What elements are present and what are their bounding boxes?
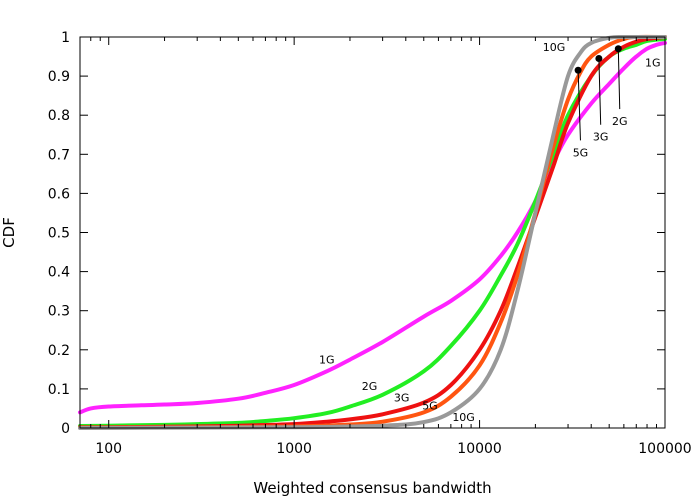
leader-line [577, 70, 581, 141]
curve-label: 5G [573, 146, 589, 159]
curve-label: 1G [319, 354, 335, 367]
y-tick-label: 0.4 [48, 265, 70, 281]
y-tick-label: 1 [61, 30, 70, 46]
series-line-1g [78, 40, 667, 415]
curve-label: 5G [422, 399, 438, 412]
y-tick-label: 0.7 [48, 147, 70, 163]
curve-label: 10G [452, 411, 475, 424]
x-tick-label: 10000 [457, 441, 502, 457]
y-tick-label: 0.5 [48, 226, 70, 242]
curve-label: 2G [362, 380, 378, 393]
y-tick-label: 0.2 [48, 343, 70, 359]
leader-line [617, 48, 621, 110]
series-line-10g [78, 34, 667, 430]
x-tick-label: 100000 [638, 441, 691, 457]
y-tick-label: 0.6 [48, 186, 70, 202]
axis-layer: 0 0.1 0.2 0.3 0.4 0.5 0.6 0.7 0.8 0.9 1 100 1000 1000… [48, 30, 692, 457]
curve-label: 2G [612, 115, 628, 128]
leader-line [598, 58, 602, 125]
curve-label: 1G [645, 56, 661, 69]
curve-label: 3G [593, 131, 609, 144]
curve-label: 3G [394, 392, 410, 405]
curve-label: 10G [543, 41, 566, 54]
y-tick-label: 0.3 [48, 304, 70, 320]
y-tick-label: 0.8 [48, 108, 70, 124]
y-tick-label: 0.1 [48, 382, 70, 398]
x-tick-label: 1000 [276, 441, 312, 457]
y-tick-label: 0 [61, 421, 70, 437]
x-tick-label: 100 [95, 441, 122, 457]
y-tick-label: 0.9 [48, 69, 70, 85]
y-axis-title: CDF [0, 217, 18, 248]
x-axis-title: Weighted consensus bandwidth [253, 479, 491, 497]
